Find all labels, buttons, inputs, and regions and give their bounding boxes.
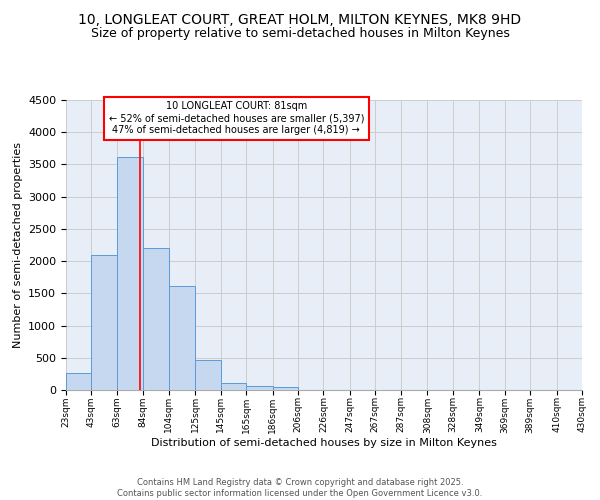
Bar xyxy=(272,388,298,390)
Bar xyxy=(117,156,143,390)
Bar xyxy=(169,286,196,390)
Bar xyxy=(221,383,246,390)
Bar xyxy=(143,248,169,390)
Bar xyxy=(66,373,91,390)
Bar xyxy=(91,254,117,390)
Bar xyxy=(196,360,221,390)
Text: Size of property relative to semi-detached houses in Milton Keynes: Size of property relative to semi-detach… xyxy=(91,28,509,40)
Text: 10 LONGLEAT COURT: 81sqm
← 52% of semi-detached houses are smaller (5,397)
47% o: 10 LONGLEAT COURT: 81sqm ← 52% of semi-d… xyxy=(109,102,364,134)
Text: 10, LONGLEAT COURT, GREAT HOLM, MILTON KEYNES, MK8 9HD: 10, LONGLEAT COURT, GREAT HOLM, MILTON K… xyxy=(79,12,521,26)
X-axis label: Distribution of semi-detached houses by size in Milton Keynes: Distribution of semi-detached houses by … xyxy=(151,438,497,448)
Text: Contains HM Land Registry data © Crown copyright and database right 2025.
Contai: Contains HM Land Registry data © Crown c… xyxy=(118,478,482,498)
Bar xyxy=(246,386,272,390)
Y-axis label: Number of semi-detached properties: Number of semi-detached properties xyxy=(13,142,23,348)
